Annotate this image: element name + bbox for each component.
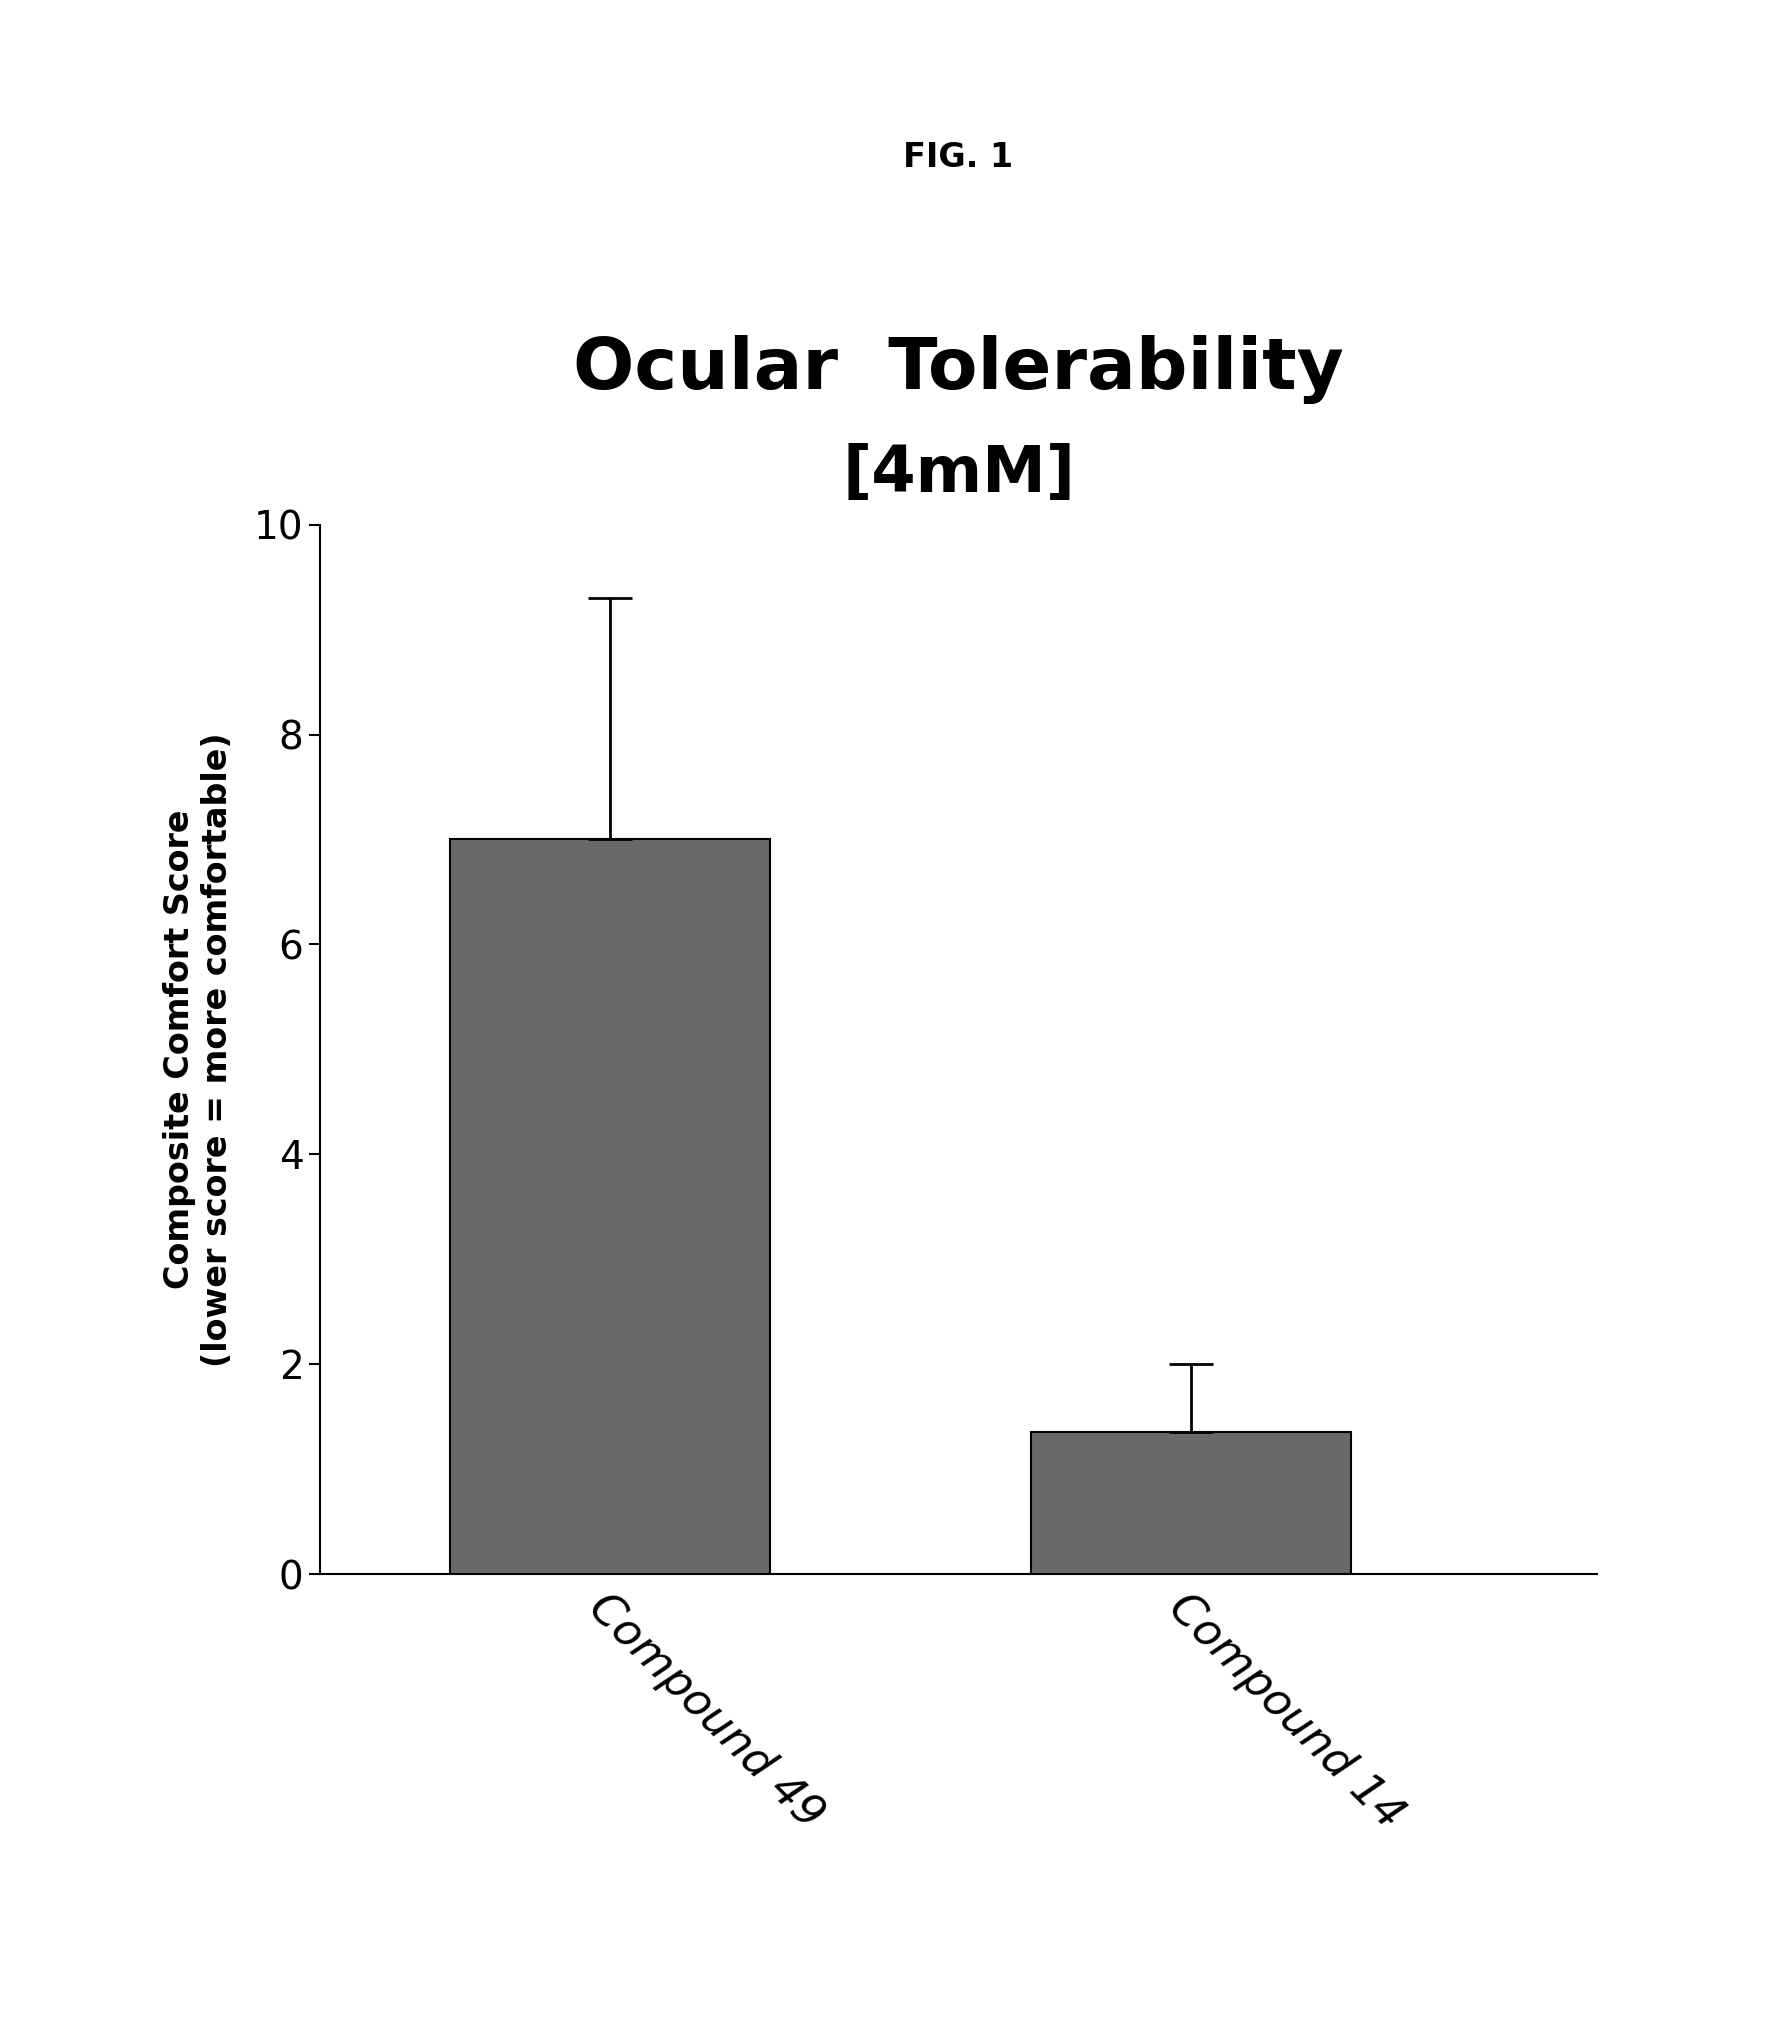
- Y-axis label: Composite Comfort Score
(lower score = more comfortable): Composite Comfort Score (lower score = m…: [163, 733, 234, 1366]
- Text: FIG. 1: FIG. 1: [903, 141, 1014, 174]
- Bar: [1031, 1433, 1351, 1574]
- Text: [4mM]: [4mM]: [841, 442, 1076, 504]
- Bar: [451, 839, 770, 1574]
- Text: Ocular  Tolerability: Ocular Tolerability: [573, 335, 1344, 404]
